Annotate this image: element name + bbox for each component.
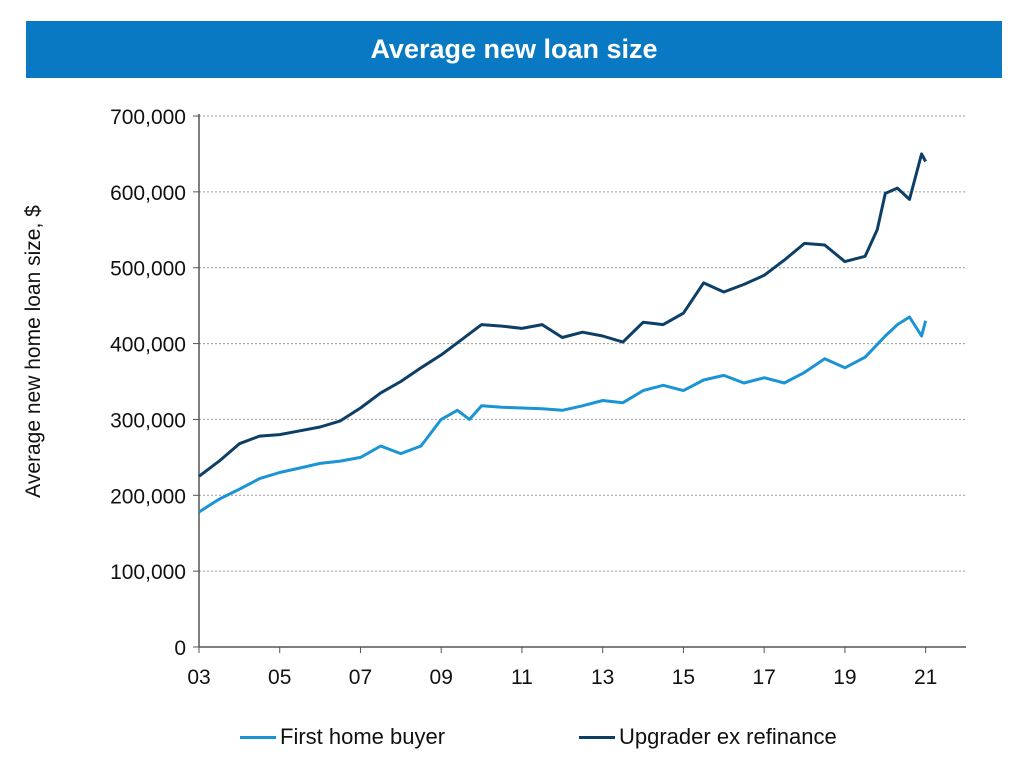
y-tick-label: 400,000: [110, 334, 186, 357]
legend-swatch-first-home-buyer: [240, 735, 276, 739]
y-tick-label: 100,000: [110, 561, 186, 584]
y-tick-label: 500,000: [110, 258, 186, 281]
y-tick-labels: 0 100,000 200,000 300,000 400,000 500,000 600,…: [110, 106, 186, 660]
x-tick-label: 17: [752, 666, 775, 689]
y-tick-label: 300,000: [110, 409, 186, 432]
legend-swatch-upgrader: [579, 735, 615, 739]
legend-label-upgrader: Upgrader ex refinance: [619, 724, 837, 749]
series-lines: [198, 152, 928, 514]
grid-lines: [199, 115, 966, 572]
x-tick-label: 19: [833, 666, 856, 689]
x-tick-label: 03: [187, 666, 210, 689]
y-tick-label: 0: [174, 637, 186, 660]
y-axis-label: Average new home loan size, $: [22, 205, 45, 498]
x-tick-label: 05: [268, 666, 291, 689]
legend-item-first-home-buyer: First home buyer: [240, 722, 445, 752]
x-tick-label: 15: [672, 666, 695, 689]
y-tick-label: 600,000: [110, 182, 186, 205]
legend-label-first-home-buyer: First home buyer: [280, 724, 446, 749]
axes: [193, 114, 966, 653]
legend-item-upgrader: Upgrader ex refinance: [579, 722, 837, 752]
x-tick-label: 13: [591, 666, 614, 689]
x-tick-label: 21: [914, 666, 937, 689]
y-tick-label: 700,000: [110, 106, 186, 129]
x-tick-label: 07: [349, 666, 372, 689]
x-tick-label: 09: [430, 666, 453, 689]
series-line-1: [198, 152, 927, 478]
y-tick-label: 200,000: [110, 485, 186, 508]
x-tick-labels: 03 05 07 09 11 13 15 17 19 21: [187, 666, 937, 689]
chart-title: Average new loan size: [26, 21, 1002, 78]
series-line-0: [198, 315, 928, 514]
x-tick-label: 11: [511, 666, 533, 689]
